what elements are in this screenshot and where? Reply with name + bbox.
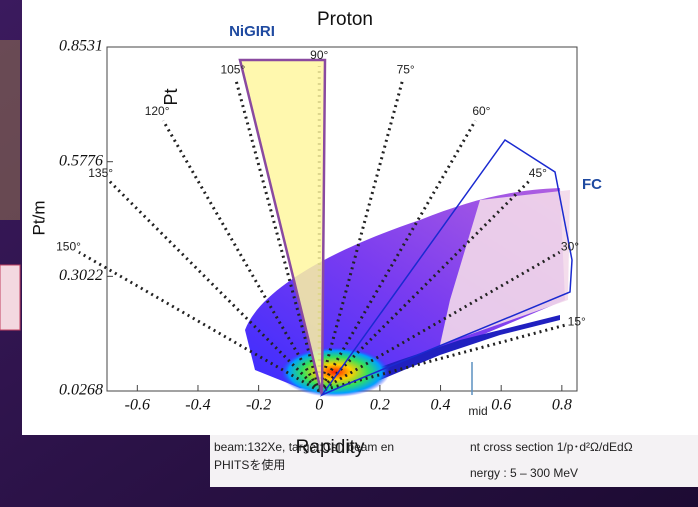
x-tick-label: 0.4 — [431, 397, 451, 414]
x-axis-label: Rapidity — [296, 437, 365, 458]
angle-line — [318, 179, 531, 393]
angle-line — [318, 250, 561, 393]
angle-line — [108, 179, 321, 393]
footer-left-2: PHITSを使用 — [214, 457, 285, 472]
pt-label: Pt — [161, 88, 181, 105]
footer-right-2: nergy : 5 – 300 MeV — [470, 466, 578, 480]
footer-panel — [210, 435, 698, 487]
fc-label: FC — [582, 176, 602, 193]
angle-line — [161, 119, 321, 392]
nigiri-acceptance — [238, 58, 327, 396]
footer-right-1: nt cross section 1/p･d²Ω/dEdΩ — [470, 440, 633, 454]
nigiri-label: NiGIRI — [229, 23, 275, 40]
angle-label: 75° — [397, 63, 415, 77]
photo-strip — [0, 40, 20, 220]
x-tick-label: -0.2 — [246, 397, 271, 414]
x-tick-label: 0.8 — [552, 397, 572, 414]
angle-label: 15° — [568, 315, 586, 329]
angle-line — [78, 250, 321, 393]
y-tick-label: 0.8531 — [59, 38, 103, 55]
angle-line — [317, 119, 477, 392]
angle-label: 120° — [145, 104, 170, 118]
angle-label: 30° — [561, 239, 579, 253]
angle-label: 90° — [310, 48, 328, 62]
x-tick-label: -0.4 — [185, 397, 210, 414]
angle-label: 150° — [56, 239, 81, 253]
angle-label: 135° — [88, 166, 113, 180]
side-box — [0, 264, 21, 331]
angle-line — [318, 323, 566, 393]
y-tick-label: 0.0268 — [59, 382, 103, 399]
angle-label: 60° — [472, 104, 490, 118]
y-tick-label: 0.5776 — [59, 152, 103, 169]
chart-title: Proton — [317, 9, 373, 30]
x-tick-label: 0.2 — [370, 397, 390, 414]
angle-label: 105° — [220, 63, 245, 77]
footer-left-1: beam:132Xe, target:CsI, beam en — [214, 440, 394, 454]
y-tick-label: 0.3022 — [59, 267, 103, 284]
fc-acceptance — [319, 138, 573, 397]
x-tick-label: -0.6 — [125, 397, 150, 414]
mid-label: mid — [468, 404, 487, 418]
x-tick-label: 0 — [315, 397, 323, 414]
angle-label: 45° — [529, 166, 547, 180]
y-axis-label: Pt/m — [29, 201, 48, 236]
x-tick-label: 0.6 — [491, 397, 511, 414]
